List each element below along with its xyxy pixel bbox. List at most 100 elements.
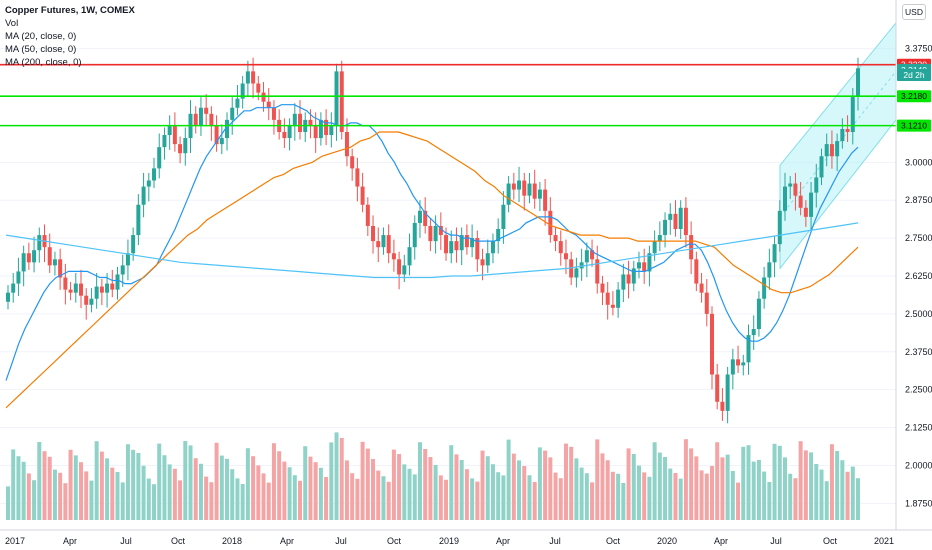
volume-bar [79,462,84,520]
volume-bar [506,439,511,520]
candle-body [63,277,68,290]
volume-bar [334,432,339,520]
candle-body [522,180,527,196]
candle-body [616,289,621,308]
candle-body [636,262,641,269]
volume-bar [277,451,282,520]
candle-body [391,253,396,260]
candle-body [829,144,834,157]
volume-bar [835,451,840,520]
volume-bar [68,449,73,520]
ma200-label[interactable]: MA (200, close, 0) [5,57,82,68]
volume-bar [850,466,855,520]
volume-bar [428,457,433,520]
candle-body [741,362,746,366]
candle-body [329,125,334,136]
volume-bar [819,469,824,520]
candle-body [230,107,235,120]
volume-bar [318,467,323,520]
channel-midline [779,71,897,218]
candle-body [313,125,318,139]
volume-bar [616,473,621,520]
volume-bar [636,465,641,520]
candle-body [746,335,751,363]
volume-bar [240,484,245,520]
candle-body [824,144,829,157]
volume-bar [595,439,600,520]
candle-body [6,292,10,302]
time-tick-label: 2020 [657,536,677,546]
volume-bar [172,468,177,520]
candle-body [496,229,501,242]
candle-body [689,235,694,260]
candle-body [631,268,636,284]
volume-bars [6,432,860,520]
candle-body [225,119,230,139]
volume-bar [767,482,772,520]
candle-body [136,204,141,236]
ma50-label[interactable]: MA (50, close, 0) [5,44,77,55]
candle-body [68,289,73,293]
candle-body [511,183,516,190]
volume-bar [532,482,537,520]
volume-bar [371,459,376,520]
volume-bar [219,455,224,520]
volume-bar [350,473,355,520]
candle-body [610,304,615,308]
candle-body [287,125,292,139]
candle-body [298,113,303,132]
time-tick-label: Jul [120,536,132,546]
candle-body [563,253,568,260]
volume-bar [386,481,391,520]
candle-body [673,213,678,229]
candle-body [663,219,668,236]
volume-label[interactable]: Vol [5,18,19,29]
candle-body [79,283,84,296]
candle-body [485,253,490,266]
volume-bar [736,482,741,520]
volume-bar [459,460,464,520]
volume-bar [204,476,209,520]
candle-body [412,222,417,248]
volume-bar [397,454,402,520]
time-tick-label: Oct [823,536,838,546]
price-marker [897,90,931,103]
time-tick-label: Apr [496,536,510,546]
ma20-label[interactable]: MA (20, close, 0) [5,31,77,42]
candle-body [584,250,589,263]
volume-bar [11,449,16,520]
volume-bar [256,465,261,520]
volume-bar [715,442,720,520]
volume-bar [537,447,542,520]
volume-bar [63,483,68,520]
volume-bar [162,455,167,520]
candle-body [730,359,735,375]
volume-bar [266,482,271,520]
symbol-title[interactable]: Copper Futures, 1W, COMEX [5,5,135,16]
candle-body [16,271,21,284]
volume-bar [105,458,110,520]
candle-body [167,125,172,136]
candle-body [423,210,428,226]
candle-body [209,113,214,126]
currency-button[interactable]: USD [902,4,926,20]
candle-body [720,401,725,411]
candle-body [214,125,219,145]
volume-bar [329,442,334,520]
candle-body [678,207,683,229]
volume-bar [209,482,214,520]
volume-bar [94,441,99,520]
candle-body [141,186,146,205]
price-tick-label: 2.8750 [905,195,932,205]
candle-body [642,262,647,272]
time-tick-label: 2018 [222,536,242,546]
candle-body [131,235,136,254]
volume-bar [183,441,188,520]
candle-body [11,283,16,293]
volume-bar [470,478,475,520]
volume-bar [230,469,235,520]
candle-body [433,225,438,242]
candle-body [308,119,313,126]
volume-bar [584,473,589,520]
